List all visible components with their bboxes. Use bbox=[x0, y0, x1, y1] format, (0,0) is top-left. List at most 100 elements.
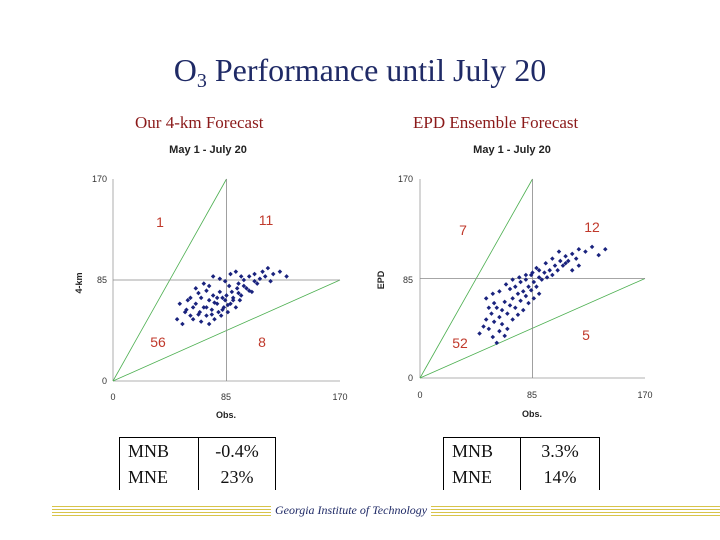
data-point bbox=[193, 286, 199, 291]
data-point bbox=[515, 291, 521, 296]
data-point bbox=[222, 278, 228, 284]
data-point bbox=[220, 307, 225, 312]
data-point bbox=[528, 287, 534, 293]
data-point bbox=[204, 313, 209, 318]
data-point bbox=[206, 321, 212, 327]
data-point bbox=[490, 291, 496, 296]
data-point bbox=[491, 300, 497, 306]
reference-lines bbox=[419, 178, 646, 379]
data-point bbox=[241, 277, 247, 283]
chart-title: May 1 - July 20 bbox=[169, 144, 247, 156]
data-point bbox=[505, 326, 510, 332]
data-point bbox=[565, 258, 571, 264]
data-point bbox=[558, 258, 563, 264]
data-point bbox=[182, 309, 188, 315]
data-point bbox=[212, 316, 217, 322]
data-point bbox=[244, 286, 249, 291]
data-point bbox=[573, 256, 579, 261]
x-tick-mid: 85 bbox=[221, 392, 231, 402]
data-point bbox=[494, 305, 500, 311]
data-point bbox=[523, 293, 529, 299]
quadrant-label-lower-left: 56 bbox=[150, 334, 166, 350]
data-points bbox=[174, 265, 289, 327]
slide-title: O3 Performance until July 20 bbox=[173, 52, 547, 92]
data-point bbox=[252, 271, 257, 277]
data-point bbox=[497, 328, 502, 334]
data-point bbox=[218, 313, 224, 318]
data-point bbox=[226, 283, 232, 289]
data-point bbox=[552, 263, 558, 268]
data-point bbox=[539, 277, 545, 282]
stat-value: 23% bbox=[198, 464, 276, 490]
x-tick-left: 0 bbox=[417, 390, 422, 400]
quadrant-label-upper-right: 12 bbox=[584, 219, 600, 235]
data-point bbox=[536, 268, 542, 273]
data-point bbox=[528, 272, 534, 278]
data-point bbox=[198, 319, 204, 324]
data-point bbox=[230, 297, 236, 303]
y-axis-label: EPD bbox=[376, 270, 386, 289]
data-point bbox=[234, 286, 240, 291]
data-point bbox=[569, 268, 575, 273]
quadrant-label-upper-left: 7 bbox=[459, 222, 467, 238]
data-point bbox=[201, 281, 207, 286]
data-point bbox=[563, 253, 568, 259]
x-tick-mid: 85 bbox=[527, 390, 537, 400]
data-point bbox=[491, 319, 497, 325]
stat-value: 14% bbox=[520, 464, 600, 490]
data-point bbox=[583, 249, 588, 254]
y-tick-top: 170 bbox=[92, 174, 107, 184]
y-tick-bottom: 0 bbox=[408, 373, 413, 383]
right-chart-heading: EPD Ensemble Forecast bbox=[413, 113, 579, 132]
data-point bbox=[180, 321, 185, 327]
data-point bbox=[505, 311, 510, 316]
data-point bbox=[236, 281, 241, 286]
data-point bbox=[486, 305, 492, 311]
data-point bbox=[254, 281, 260, 286]
data-point bbox=[490, 334, 496, 340]
data-point bbox=[265, 265, 271, 271]
data-point bbox=[260, 269, 265, 274]
data-point bbox=[230, 295, 236, 301]
x-tick-right: 170 bbox=[637, 390, 652, 400]
reference-lines bbox=[112, 178, 341, 382]
x-tick-left: 0 bbox=[110, 392, 115, 402]
data-point bbox=[502, 333, 507, 339]
data-point bbox=[214, 295, 220, 301]
stat-label: MNE bbox=[443, 464, 521, 490]
y-axis-label: 4-km bbox=[74, 272, 84, 293]
data-point bbox=[217, 289, 223, 295]
right-stats-table: MNB 3.3% MNE 14% bbox=[443, 437, 600, 490]
data-point bbox=[520, 289, 526, 294]
data-point bbox=[238, 293, 244, 298]
data-point bbox=[510, 317, 515, 322]
data-point bbox=[204, 288, 209, 293]
y-tick-bottom: 0 bbox=[102, 376, 107, 386]
data-point bbox=[188, 295, 193, 301]
data-point bbox=[499, 307, 505, 313]
data-point bbox=[190, 316, 196, 322]
data-point bbox=[536, 291, 542, 296]
data-point bbox=[238, 274, 244, 279]
data-point bbox=[499, 321, 505, 327]
data-point bbox=[497, 289, 502, 294]
data-point bbox=[220, 295, 225, 301]
y-tick-mid: 85 bbox=[97, 275, 107, 285]
data-point bbox=[555, 268, 560, 273]
data-point bbox=[510, 277, 515, 282]
data-point bbox=[603, 246, 608, 252]
data-point bbox=[284, 274, 289, 279]
data-point bbox=[489, 311, 494, 316]
x-axis-label: Obs. bbox=[216, 410, 236, 420]
data-point bbox=[210, 274, 216, 279]
data-point bbox=[481, 324, 486, 329]
data-point bbox=[589, 244, 595, 250]
data-point bbox=[229, 289, 235, 295]
data-point bbox=[188, 313, 193, 318]
footer-institution: Georgia Institute of Technology bbox=[271, 503, 432, 518]
data-point bbox=[277, 269, 283, 274]
stat-label: MNB bbox=[443, 437, 521, 464]
data-point bbox=[503, 282, 509, 287]
data-point bbox=[174, 316, 180, 322]
data-point bbox=[486, 326, 492, 332]
